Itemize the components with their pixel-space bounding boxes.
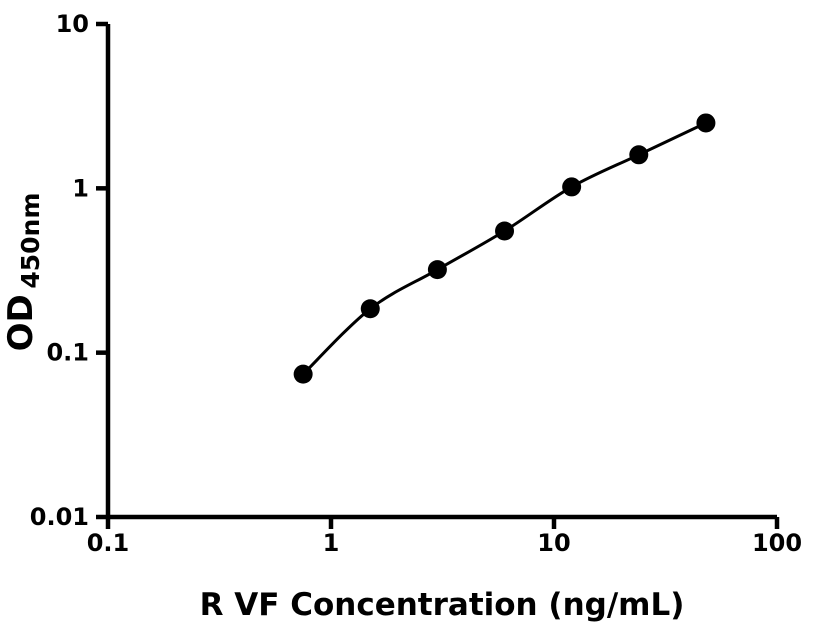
x-tick-label: 100 xyxy=(752,529,802,557)
marker-layer xyxy=(293,113,716,384)
y-tick-label: 1 xyxy=(72,174,89,202)
data-point-marker xyxy=(562,177,582,197)
x-axis-title: R VF Concentration (ng/mL) xyxy=(200,587,685,623)
y-axis-title-main: OD xyxy=(1,294,41,351)
y-tick-label: 10 xyxy=(56,10,89,38)
data-point-marker xyxy=(427,260,447,280)
x-tick-label: 0.1 xyxy=(87,529,130,557)
x-tick-label: 1 xyxy=(323,529,340,557)
data-point-marker xyxy=(696,113,716,133)
data-point-marker xyxy=(360,299,380,319)
data-point-marker xyxy=(629,145,649,165)
tick-layer xyxy=(96,21,780,529)
data-point-marker xyxy=(293,364,313,384)
data-point-marker xyxy=(495,221,515,241)
y-tick-label: 0.01 xyxy=(30,503,89,531)
y-axis-title-sub: 450nm xyxy=(16,193,45,289)
x-tick-label: 10 xyxy=(537,529,570,557)
y-tick-label: 0.1 xyxy=(46,339,89,367)
y-axis-title: OD 450nm xyxy=(1,193,45,352)
